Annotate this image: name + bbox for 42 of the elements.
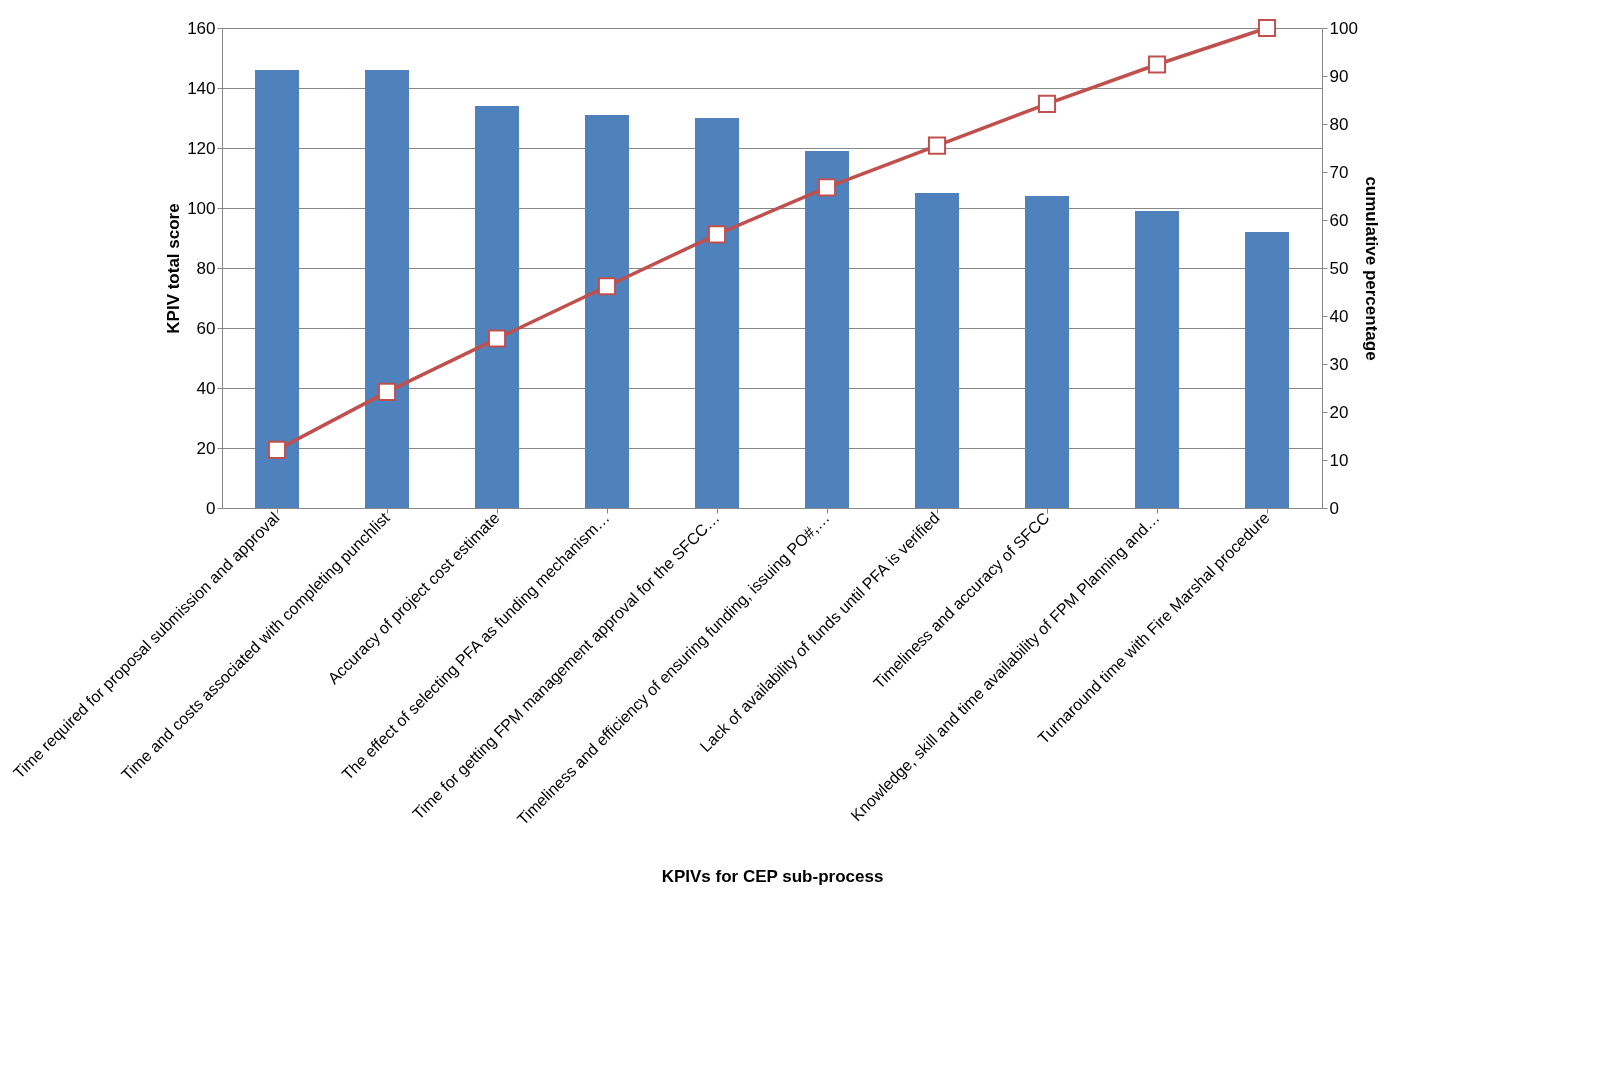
point [817, 178, 837, 197]
bar [365, 70, 409, 508]
point [267, 440, 287, 459]
point [1147, 55, 1167, 74]
y2-tick-label: 60 [1329, 210, 1349, 230]
x-axis-title: KPIVs for CEP sub-process [661, 866, 884, 886]
bar [1245, 232, 1289, 508]
y-tick-label: 80 [196, 258, 216, 278]
point [597, 277, 617, 296]
point [1037, 94, 1057, 113]
y-tick-label: 140 [187, 78, 216, 98]
y2-tick-label: 10 [1329, 450, 1349, 470]
bar [475, 106, 519, 508]
bar [695, 118, 739, 508]
bar [585, 115, 629, 508]
point [377, 382, 397, 401]
point [707, 225, 727, 244]
y-tick-label: 120 [187, 138, 216, 158]
y-tick-label: 100 [187, 198, 216, 218]
y-tick-label: 60 [196, 318, 216, 338]
y-tick-label: 160 [187, 18, 216, 38]
y-axis-title: KPIV total score [164, 203, 184, 334]
y2-tick-label: 100 [1329, 18, 1358, 38]
bar [1135, 211, 1179, 508]
point [487, 329, 507, 348]
y2-tick-label: 20 [1329, 402, 1349, 422]
y2-tick-label: 30 [1329, 354, 1349, 374]
y2-tick-label: 90 [1329, 66, 1349, 86]
y2-tick-label: 70 [1329, 162, 1349, 182]
bar [805, 151, 849, 508]
y-tick-label: 0 [206, 498, 216, 518]
y-tick-label: 20 [196, 438, 216, 458]
y-tick-label: 40 [196, 378, 216, 398]
bar [255, 70, 299, 508]
point [927, 136, 947, 155]
y2-tick-label: 0 [1329, 498, 1339, 518]
y2-axis-title: cumulative percentage [1361, 176, 1381, 361]
y2-tick-label: 80 [1329, 114, 1349, 134]
y2-tick-label: 50 [1329, 258, 1349, 278]
y2-tick-label: 40 [1329, 306, 1349, 326]
bar [915, 193, 959, 508]
bar [1025, 196, 1069, 508]
